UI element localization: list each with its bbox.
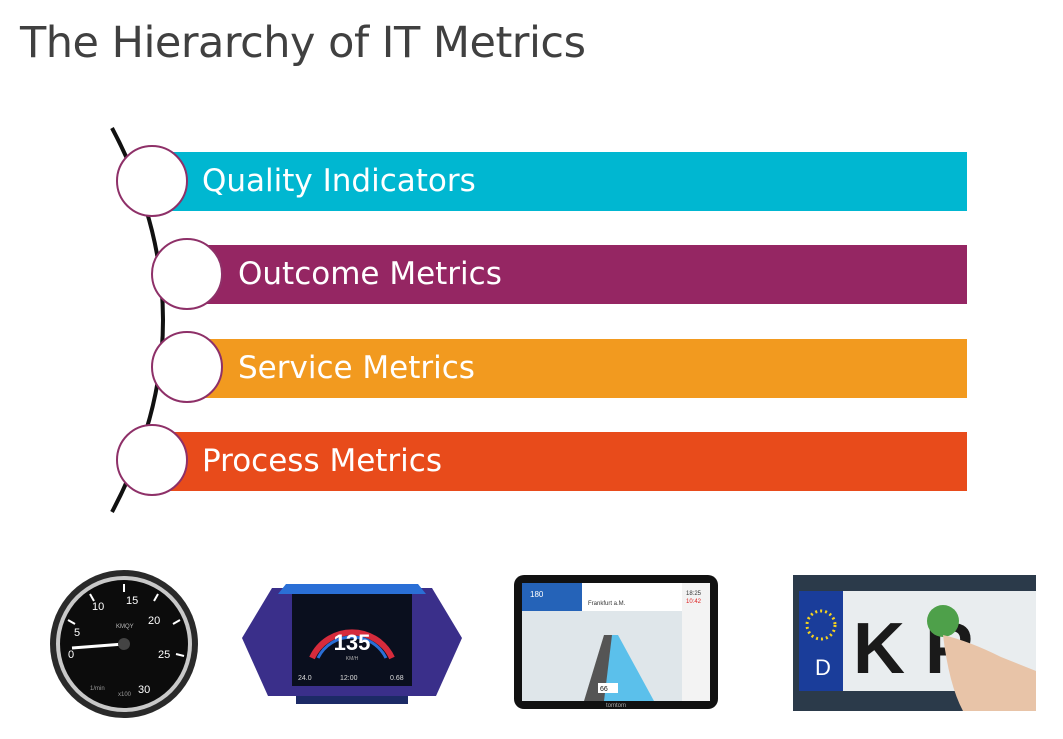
gps-navigator-image: 180 Frankfurt a.M. 18:25 10:42 66 tomtom [514, 575, 718, 709]
speed-value: 135 [334, 630, 371, 655]
level-circle-quality-indicators [116, 145, 188, 217]
level-label: Service Metrics [238, 350, 475, 386]
level-circle-process-metrics [116, 424, 188, 496]
speed-unit: KM/H [346, 656, 359, 662]
tick-label: 10 [92, 601, 104, 613]
device-brand: tomtom [606, 703, 626, 709]
unit-label: 1/min [90, 686, 105, 692]
level-bar-process-metrics: Process Metrics [152, 432, 967, 491]
speed-limit: 180 [530, 590, 544, 599]
tick-label: 15 [126, 595, 138, 607]
left-readout: 24.0 [298, 675, 312, 682]
center-readout: 12:00 [340, 675, 358, 682]
level-bar-quality-indicators: Quality Indicators [152, 152, 967, 211]
level-circle-service-metrics [151, 331, 223, 403]
tick-label: 20 [148, 615, 160, 627]
level-label: Outcome Metrics [238, 256, 502, 292]
brand-label: KMQY [116, 624, 134, 630]
clock-time: 18:25 [686, 591, 702, 597]
country-code: D [815, 655, 831, 680]
clock-time-2: 10:42 [686, 599, 702, 605]
destination-label: Frankfurt a.M. [588, 601, 626, 607]
tick-label: 25 [158, 649, 170, 661]
tick-label: 0 [68, 649, 74, 661]
unit-label: x100 [118, 692, 132, 698]
level-label: Quality Indicators [202, 163, 476, 199]
tick-label: 5 [74, 627, 80, 639]
level-label: Process Metrics [202, 443, 442, 479]
page-title: The Hierarchy of IT Metrics [20, 18, 586, 68]
right-readout: 0.68 [390, 675, 404, 682]
dashboard-display-image: 135 KM/H 24.0 12:00 0.68 [236, 568, 468, 716]
tachometer-image: 0 5 10 15 20 25 30 KMQY 1/min x100 [44, 566, 204, 718]
license-plate-image: D K P [793, 575, 1036, 711]
tick-label: 30 [138, 684, 150, 696]
level-circle-outcome-metrics [151, 238, 223, 310]
distance-value: 66 [600, 686, 608, 693]
level-bar-outcome-metrics: Outcome Metrics [188, 245, 967, 304]
level-bar-service-metrics: Service Metrics [188, 339, 967, 398]
